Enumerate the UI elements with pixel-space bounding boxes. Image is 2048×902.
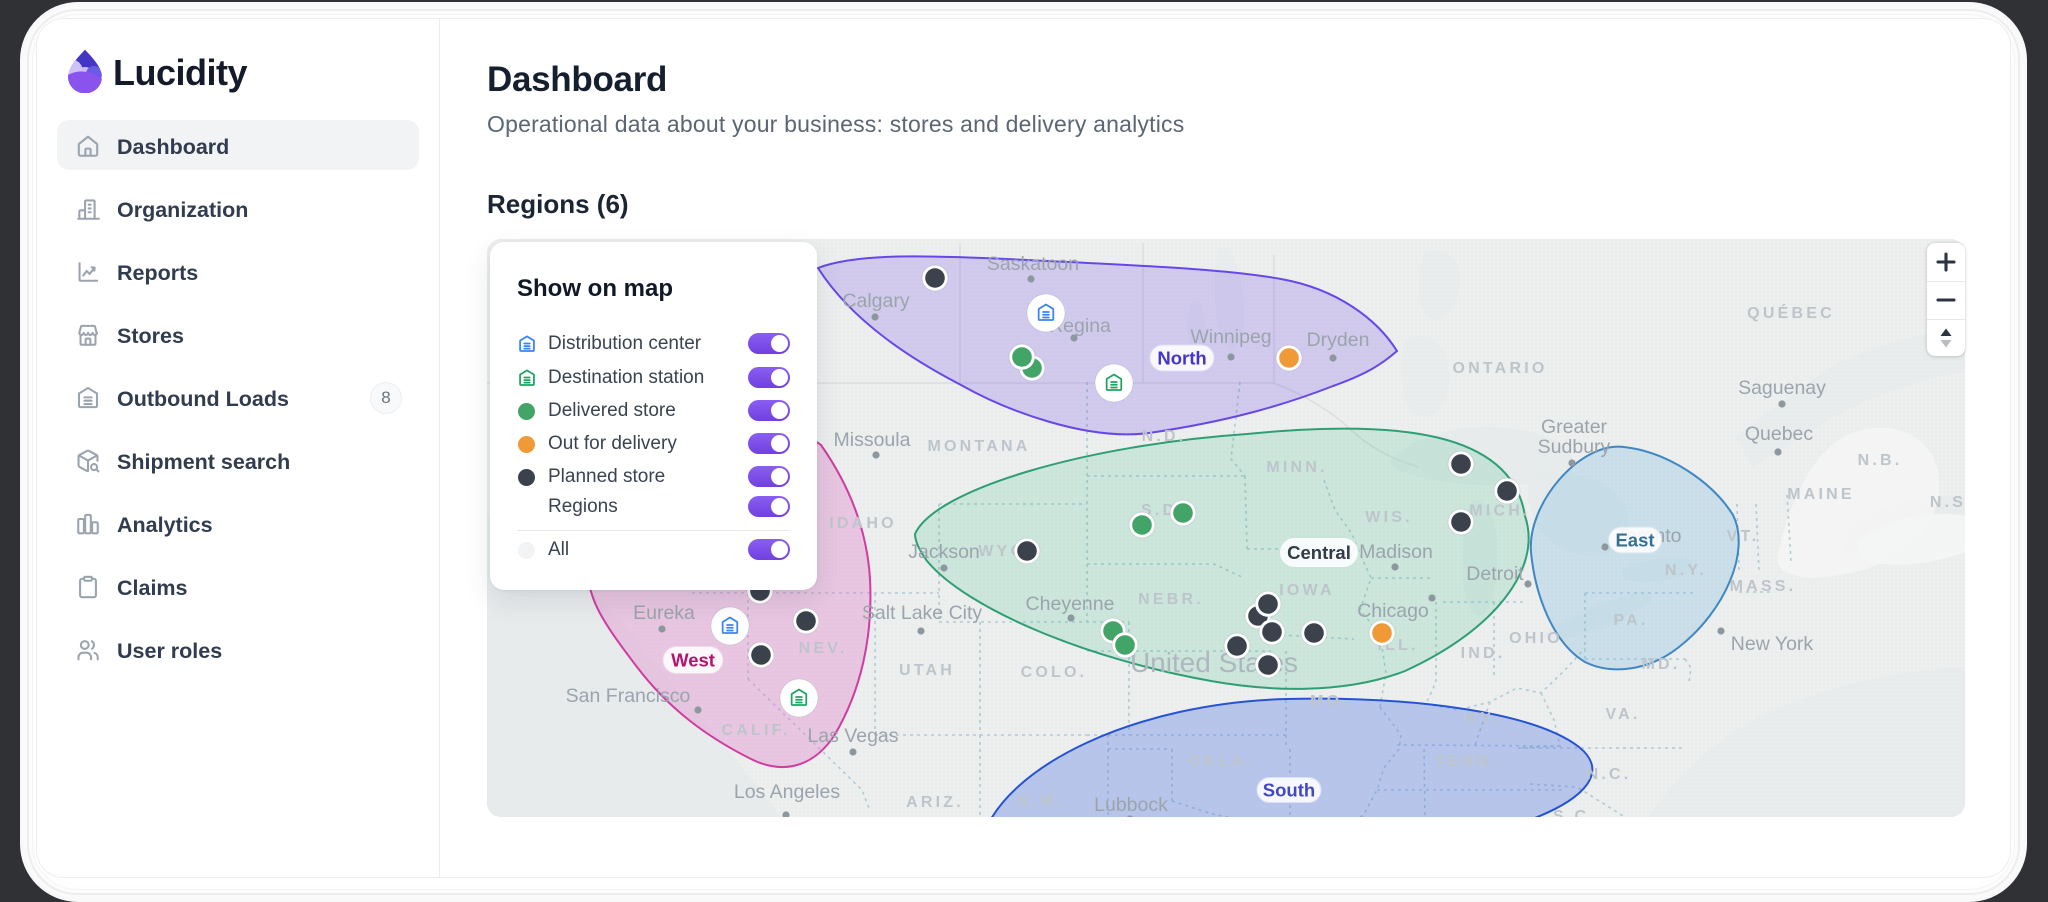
svg-text:Madison: Madison — [1359, 541, 1433, 563]
svg-text:OKLA.: OKLA. — [1188, 753, 1254, 770]
svg-text:NEV.: NEV. — [799, 640, 848, 657]
svg-text:Saskatoon: Saskatoon — [987, 253, 1079, 275]
svg-text:MINN.: MINN. — [1266, 459, 1327, 476]
svg-text:N.B.: N.B. — [1858, 452, 1903, 469]
svg-text:N.C.: N.C. — [1587, 766, 1632, 783]
svg-text:ARIZ.: ARIZ. — [906, 794, 964, 811]
svg-text:QUÉBEC: QUÉBEC — [1747, 303, 1835, 322]
svg-text:IOWA: IOWA — [1279, 582, 1334, 599]
svg-text:PA.: PA. — [1613, 612, 1648, 629]
svg-text:VT.: VT. — [1727, 528, 1760, 545]
svg-text:CALIF.: CALIF. — [722, 722, 791, 739]
svg-text:Dryden: Dryden — [1307, 329, 1370, 351]
svg-text:North: North — [1157, 347, 1206, 368]
svg-text:TENN.: TENN. — [1435, 753, 1499, 770]
svg-text:MONTANA: MONTANA — [928, 438, 1031, 455]
svg-text:South: South — [1263, 779, 1315, 800]
svg-text:Central: Central — [1287, 542, 1351, 563]
svg-text:ONTARIO: ONTARIO — [1453, 360, 1548, 377]
svg-text:N.Y.: N.Y. — [1665, 562, 1707, 579]
svg-text:East: East — [1615, 529, 1654, 550]
svg-text:New York: New York — [1731, 633, 1814, 655]
svg-text:N.M.: N.M. — [1018, 793, 1065, 810]
svg-text:COLO.: COLO. — [1021, 664, 1088, 681]
svg-text:N.D.: N.D. — [1142, 428, 1187, 445]
svg-text:S.C.: S.C. — [1553, 808, 1597, 817]
svg-text:Cheyenne: Cheyenne — [1026, 593, 1115, 615]
svg-text:IDAHO: IDAHO — [829, 515, 897, 532]
svg-text:MICH.: MICH. — [1469, 503, 1530, 520]
svg-text:Detroit: Detroit — [1466, 563, 1524, 585]
svg-text:Greater: Greater — [1541, 416, 1608, 438]
svg-text:Saguenay: Saguenay — [1738, 377, 1826, 399]
svg-text:UTAH: UTAH — [899, 662, 955, 679]
svg-text:Eureka: Eureka — [633, 602, 695, 624]
svg-text:Salt Lake City: Salt Lake City — [862, 602, 983, 624]
svg-text:Quebec: Quebec — [1745, 423, 1814, 445]
svg-text:Jackson: Jackson — [908, 541, 980, 563]
svg-text:MO.: MO. — [1310, 693, 1350, 710]
svg-text:WIS.: WIS. — [1365, 509, 1412, 526]
svg-text:MAINE: MAINE — [1787, 486, 1855, 503]
svg-text:VA.: VA. — [1605, 706, 1640, 723]
svg-text:Las Vegas: Las Vegas — [807, 725, 898, 747]
svg-text:Regina: Regina — [1049, 315, 1111, 337]
svg-text:OHIO: OHIO — [1509, 630, 1563, 647]
svg-text:Lubbock: Lubbock — [1094, 794, 1168, 816]
svg-text:KY.: KY. — [1466, 710, 1501, 727]
svg-text:San Francisco: San Francisco — [566, 685, 691, 707]
svg-text:MASS.: MASS. — [1730, 578, 1797, 595]
svg-text:Calgary: Calgary — [842, 290, 909, 312]
svg-text:IND.: IND. — [1461, 645, 1506, 662]
svg-text:NEBR.: NEBR. — [1138, 591, 1204, 608]
svg-text:Los Angeles: Los Angeles — [734, 781, 841, 803]
svg-text:MD.: MD. — [1642, 656, 1681, 673]
svg-text:Sudbury: Sudbury — [1538, 436, 1611, 458]
svg-text:Winnipeg: Winnipeg — [1190, 326, 1271, 348]
svg-text:West: West — [671, 649, 715, 670]
svg-text:Missoula: Missoula — [834, 429, 911, 451]
svg-text:N.S: N.S — [1930, 494, 1965, 511]
svg-text:Chicago: Chicago — [1357, 600, 1429, 622]
